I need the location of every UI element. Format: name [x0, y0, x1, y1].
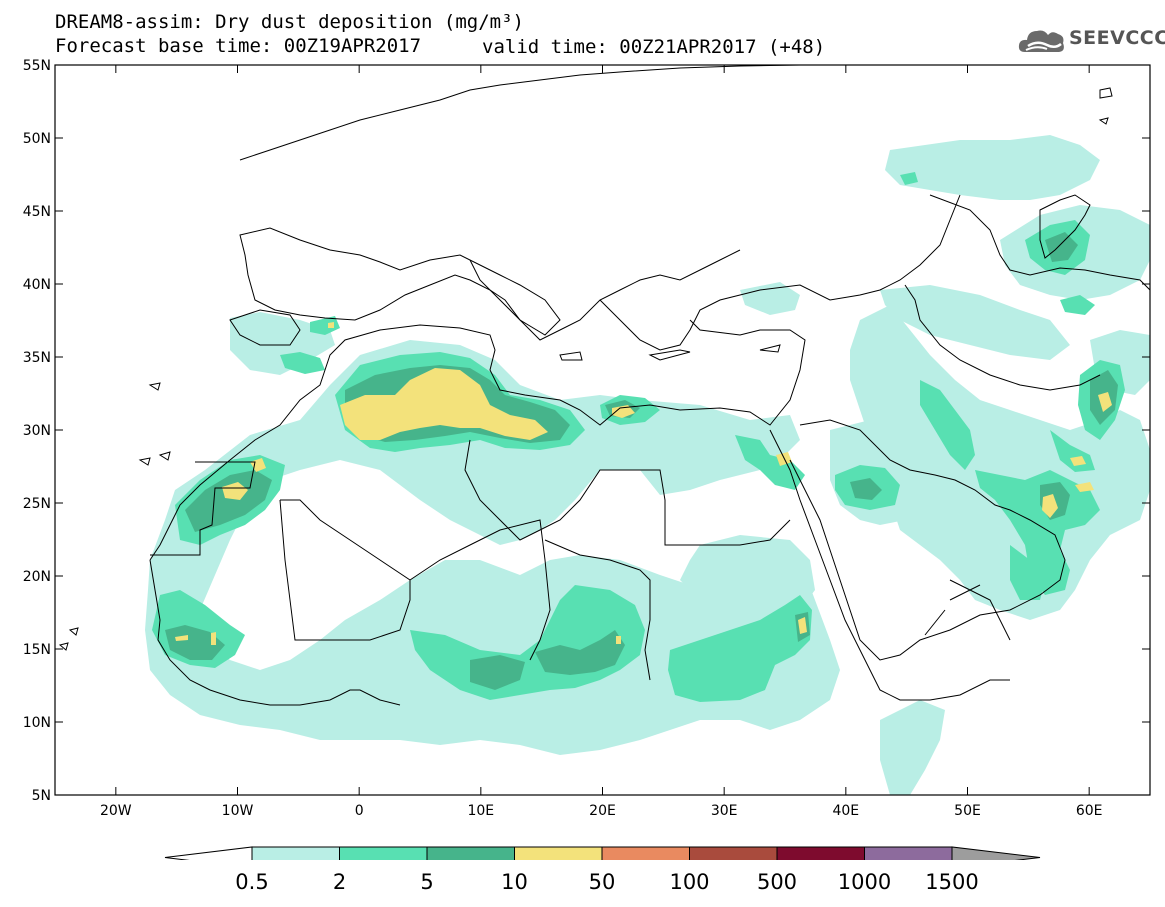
lon-label: 0 [355, 803, 364, 819]
lat-label: 10N [23, 715, 51, 731]
islands [58, 87, 1113, 651]
lon-label: 60E [1076, 803, 1103, 819]
colorbar-swatch [689, 846, 778, 860]
colorbar-over [951, 846, 1041, 860]
lat-label: 55N [23, 58, 51, 74]
lat-label: 5N [32, 788, 51, 804]
latitude-labels: 55N 50N 45N 40N 35N 30N 25N 20N 15N 10N 5N [23, 58, 51, 804]
colorbar-label: 1000 [837, 870, 892, 894]
lat-label: 15N [23, 642, 51, 658]
colorbar-swatch [776, 846, 865, 860]
colorbar [164, 846, 1041, 860]
lon-label: 30E [711, 803, 738, 819]
colorbar-label: 500 [756, 870, 798, 894]
colorbar-swatch [251, 846, 340, 860]
lat-label: 50N [23, 131, 51, 147]
forecast-base-time: Forecast base time: 00Z19APR2017 [55, 35, 422, 57]
lat-label: 25N [23, 496, 51, 512]
colorbar-swatch [426, 846, 515, 860]
colorbar-label: 100 [669, 870, 710, 894]
lon-label: 50E [954, 803, 981, 819]
longitude-labels: 20W 10W 0 10E 20E 30E 40E 50E 60E [100, 803, 1103, 819]
map-svg: 55N 50N 45N 40N 35N 30N 25N 20N 15N 10N 5N 20W 10W 0… [23, 58, 1151, 860]
lon-label: 10E [467, 803, 494, 819]
seevccc-logo: SEEVCCC [1017, 24, 1165, 58]
colorbar-label: 50 [588, 870, 616, 894]
lat-label: 30N [23, 423, 51, 439]
colorbar-swatch [864, 846, 953, 860]
valid-time: valid time: 00Z21APR2017 (+48) [482, 36, 826, 58]
logo-text: SEEVCCC [1069, 27, 1165, 49]
colorbar-swatch [339, 846, 428, 860]
colorbar-swatch [601, 846, 690, 860]
colorbar-label: 2 [332, 870, 347, 894]
dust-field [58, 65, 1150, 795]
lat-label: 20N [23, 569, 51, 585]
colorbar-under [164, 846, 253, 860]
colorbar-label: 5 [420, 870, 434, 894]
lon-label: 20W [100, 803, 132, 819]
contour-level-1 [145, 135, 1150, 795]
lon-label: 10W [222, 803, 254, 819]
lon-label: 20E [589, 803, 616, 819]
cloud-icon [1018, 30, 1064, 52]
colorbar-label: 1500 [925, 870, 979, 894]
contour-level-10 [175, 322, 1112, 645]
lat-label: 35N [23, 350, 51, 366]
coastlines-borders [149, 65, 1150, 706]
colorbar-swatch [514, 846, 603, 860]
lon-label: 40E [832, 803, 859, 819]
colorbar-label: 10 [501, 870, 528, 894]
map-title: DREAM8-assim: Dry dust deposition (mg/m³… [55, 11, 524, 33]
colorbar-label: 0.5 [235, 870, 269, 894]
axis-ticks [55, 64, 1150, 796]
lat-label: 40N [23, 277, 51, 293]
lat-label: 45N [23, 204, 51, 220]
